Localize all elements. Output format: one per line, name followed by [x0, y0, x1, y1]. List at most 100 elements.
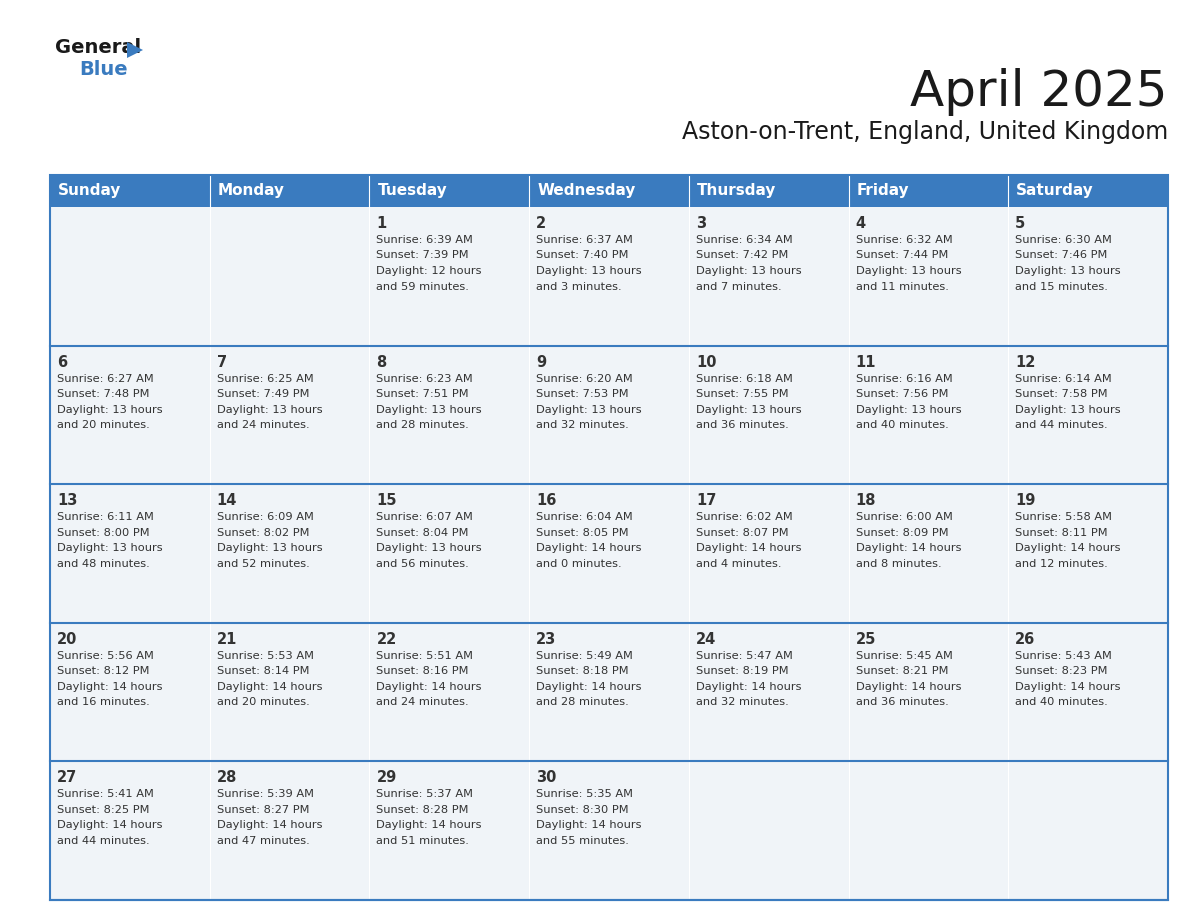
Text: Sunset: 7:49 PM: Sunset: 7:49 PM — [216, 389, 309, 399]
Text: Sunrise: 6:30 AM: Sunrise: 6:30 AM — [1016, 235, 1112, 245]
Text: and 44 minutes.: and 44 minutes. — [57, 836, 150, 845]
Bar — [1009, 761, 1168, 900]
Text: 3: 3 — [696, 216, 706, 231]
Text: 30: 30 — [536, 770, 556, 786]
Text: and 32 minutes.: and 32 minutes. — [536, 420, 628, 431]
Text: 21: 21 — [216, 632, 238, 647]
Text: 13: 13 — [57, 493, 77, 509]
Text: and 8 minutes.: and 8 minutes. — [855, 559, 941, 568]
Text: Sunrise: 5:49 AM: Sunrise: 5:49 AM — [536, 651, 633, 661]
Bar — [369, 175, 529, 207]
Text: Sunset: 7:46 PM: Sunset: 7:46 PM — [1016, 251, 1107, 261]
Text: and 15 minutes.: and 15 minutes. — [1016, 282, 1108, 292]
Text: Sunset: 7:44 PM: Sunset: 7:44 PM — [855, 251, 948, 261]
Text: Wednesday: Wednesday — [537, 184, 636, 198]
Bar — [210, 761, 369, 900]
Text: and 56 minutes.: and 56 minutes. — [377, 559, 469, 568]
Text: Daylight: 13 hours: Daylight: 13 hours — [696, 266, 802, 276]
Bar — [210, 484, 369, 622]
Text: Sunset: 7:42 PM: Sunset: 7:42 PM — [696, 251, 788, 261]
Text: and 47 minutes.: and 47 minutes. — [216, 836, 309, 845]
Text: Daylight: 14 hours: Daylight: 14 hours — [536, 543, 642, 554]
Bar — [50, 622, 210, 761]
Bar — [50, 484, 210, 622]
Bar — [210, 175, 369, 207]
Text: 6: 6 — [57, 354, 68, 370]
Bar — [50, 345, 210, 484]
Text: Sunset: 8:11 PM: Sunset: 8:11 PM — [1016, 528, 1108, 538]
Bar — [50, 207, 210, 345]
Text: and 12 minutes.: and 12 minutes. — [1016, 559, 1108, 568]
Text: Sunrise: 6:07 AM: Sunrise: 6:07 AM — [377, 512, 473, 522]
Text: Sunrise: 6:02 AM: Sunrise: 6:02 AM — [696, 512, 792, 522]
Bar — [50, 175, 210, 207]
Text: 12: 12 — [1016, 354, 1036, 370]
Text: and 28 minutes.: and 28 minutes. — [536, 698, 628, 707]
Text: Daylight: 14 hours: Daylight: 14 hours — [57, 821, 163, 831]
Text: 24: 24 — [696, 632, 716, 647]
Text: and 48 minutes.: and 48 minutes. — [57, 559, 150, 568]
Text: Sunrise: 6:16 AM: Sunrise: 6:16 AM — [855, 374, 953, 384]
Text: and 36 minutes.: and 36 minutes. — [696, 420, 789, 431]
Text: Sunset: 8:18 PM: Sunset: 8:18 PM — [536, 666, 628, 677]
Bar — [848, 622, 1009, 761]
Text: and 24 minutes.: and 24 minutes. — [216, 420, 309, 431]
Text: Sunrise: 6:09 AM: Sunrise: 6:09 AM — [216, 512, 314, 522]
Text: 8: 8 — [377, 354, 386, 370]
Text: Daylight: 14 hours: Daylight: 14 hours — [377, 682, 482, 692]
Text: 1: 1 — [377, 216, 386, 231]
Bar — [1009, 345, 1168, 484]
Bar — [210, 345, 369, 484]
Text: and 4 minutes.: and 4 minutes. — [696, 559, 782, 568]
Text: Thursday: Thursday — [697, 184, 776, 198]
Text: Sunrise: 5:58 AM: Sunrise: 5:58 AM — [1016, 512, 1112, 522]
Text: Daylight: 14 hours: Daylight: 14 hours — [1016, 543, 1120, 554]
Text: 23: 23 — [536, 632, 556, 647]
Bar — [210, 207, 369, 345]
Text: Sunrise: 5:35 AM: Sunrise: 5:35 AM — [536, 789, 633, 800]
Text: and 59 minutes.: and 59 minutes. — [377, 282, 469, 292]
Bar — [529, 345, 689, 484]
Text: Sunrise: 5:39 AM: Sunrise: 5:39 AM — [216, 789, 314, 800]
Text: Daylight: 13 hours: Daylight: 13 hours — [536, 405, 642, 415]
Text: Sunset: 8:14 PM: Sunset: 8:14 PM — [216, 666, 309, 677]
Text: Sunset: 8:12 PM: Sunset: 8:12 PM — [57, 666, 150, 677]
Text: Saturday: Saturday — [1016, 184, 1094, 198]
Text: and 40 minutes.: and 40 minutes. — [1016, 698, 1108, 707]
Text: Sunset: 8:19 PM: Sunset: 8:19 PM — [696, 666, 789, 677]
Bar — [529, 761, 689, 900]
Text: Sunrise: 6:27 AM: Sunrise: 6:27 AM — [57, 374, 153, 384]
Text: Daylight: 14 hours: Daylight: 14 hours — [696, 682, 802, 692]
Bar — [50, 175, 1168, 900]
Text: Daylight: 13 hours: Daylight: 13 hours — [57, 405, 163, 415]
Text: and 16 minutes.: and 16 minutes. — [57, 698, 150, 707]
Text: Daylight: 14 hours: Daylight: 14 hours — [216, 821, 322, 831]
Text: and 0 minutes.: and 0 minutes. — [536, 559, 621, 568]
Bar — [689, 622, 848, 761]
Text: Daylight: 14 hours: Daylight: 14 hours — [855, 543, 961, 554]
Text: Sunrise: 6:11 AM: Sunrise: 6:11 AM — [57, 512, 154, 522]
Bar — [689, 484, 848, 622]
Text: Sunset: 7:53 PM: Sunset: 7:53 PM — [536, 389, 628, 399]
Text: Sunrise: 5:37 AM: Sunrise: 5:37 AM — [377, 789, 474, 800]
Text: and 55 minutes.: and 55 minutes. — [536, 836, 628, 845]
Text: Sunday: Sunday — [58, 184, 121, 198]
Text: Daylight: 13 hours: Daylight: 13 hours — [216, 543, 322, 554]
Bar — [50, 761, 210, 900]
Text: and 52 minutes.: and 52 minutes. — [216, 559, 309, 568]
Text: 9: 9 — [536, 354, 546, 370]
Text: 27: 27 — [57, 770, 77, 786]
Text: 11: 11 — [855, 354, 876, 370]
Bar — [848, 345, 1009, 484]
Text: 2: 2 — [536, 216, 546, 231]
Text: Sunrise: 6:39 AM: Sunrise: 6:39 AM — [377, 235, 473, 245]
Text: and 20 minutes.: and 20 minutes. — [216, 698, 309, 707]
Text: 29: 29 — [377, 770, 397, 786]
Text: Sunset: 8:27 PM: Sunset: 8:27 PM — [216, 805, 309, 815]
Text: Sunset: 7:58 PM: Sunset: 7:58 PM — [1016, 389, 1108, 399]
Text: Sunrise: 5:47 AM: Sunrise: 5:47 AM — [696, 651, 792, 661]
Text: 4: 4 — [855, 216, 866, 231]
Text: Sunrise: 5:41 AM: Sunrise: 5:41 AM — [57, 789, 154, 800]
Text: Daylight: 14 hours: Daylight: 14 hours — [216, 682, 322, 692]
Text: Aston-on-Trent, England, United Kingdom: Aston-on-Trent, England, United Kingdom — [682, 120, 1168, 144]
